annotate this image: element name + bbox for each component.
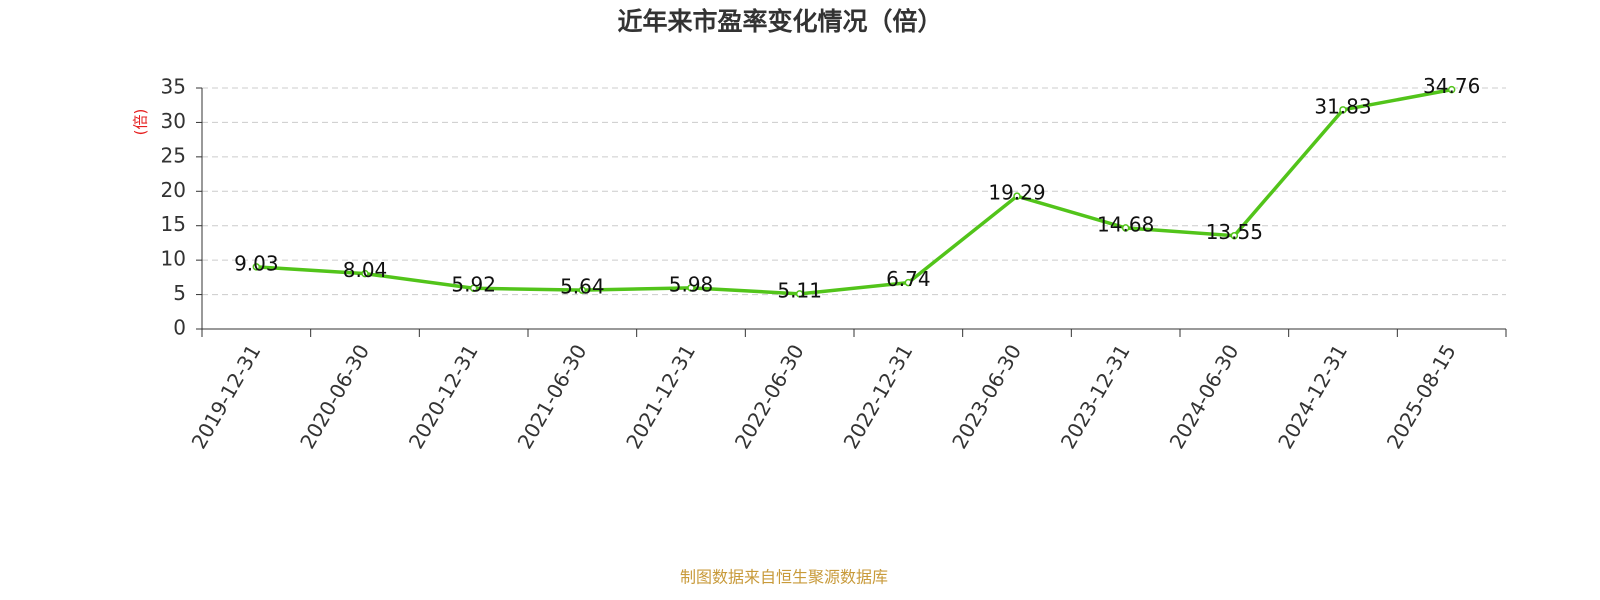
y-tick-label: 30 [161, 109, 186, 133]
point [1121, 224, 1130, 232]
data-label: 31.83 [1314, 94, 1371, 118]
x-tick-label: 2022-06-30 [730, 340, 809, 453]
x-tick-label: 2025-08-15 [1382, 340, 1461, 453]
data-label: 5.64 [560, 275, 605, 299]
point [904, 278, 913, 287]
data-label: 9.03 [234, 251, 279, 275]
y-tick-label: 5 [173, 281, 186, 305]
x-tick-label: 2024-06-30 [1165, 340, 1244, 453]
point [469, 284, 478, 292]
y-tick-label: 10 [161, 247, 186, 271]
x-tick-label: 2022-12-31 [839, 340, 918, 453]
point [1339, 106, 1347, 114]
y-tick-label: 35 [161, 75, 186, 99]
data-label: 8.04 [343, 258, 388, 282]
x-tick-label: 2021-06-30 [513, 340, 592, 453]
x-tick-label: 2023-06-30 [947, 340, 1026, 453]
y-tick-label: 0 [173, 316, 186, 340]
data-label: 5.11 [777, 278, 822, 302]
chart-title: 近年来市盈率变化情况（倍） [617, 7, 942, 36]
x-tick-label: 2021-12-31 [621, 340, 700, 453]
point [687, 284, 695, 292]
line [256, 87, 1452, 296]
y-axis-label: (倍) [132, 109, 150, 136]
y-tick-label: 15 [161, 212, 186, 236]
point [361, 269, 369, 278]
x-tick-label: 2020-06-30 [295, 340, 374, 453]
data-label: 5.92 [451, 273, 496, 297]
point [578, 286, 587, 294]
data-label: 34.76 [1423, 74, 1480, 98]
x-tick-label: 2019-12-31 [187, 340, 266, 453]
data-label: 13.55 [1206, 220, 1263, 244]
point [795, 290, 804, 298]
data-label: 6.74 [886, 267, 931, 291]
data-label: 14.68 [1097, 212, 1154, 236]
y-tick-label: 20 [161, 178, 186, 202]
point [252, 263, 261, 271]
x-tick-label: 2020-12-31 [404, 340, 483, 453]
point [1230, 231, 1239, 240]
point [1013, 192, 1021, 200]
y-tick-label: 25 [161, 143, 186, 167]
data-label: 5.98 [669, 272, 714, 296]
data-label: 19.29 [988, 181, 1045, 205]
source-note: 制图数据来自恒生聚源数据库 [680, 568, 888, 587]
x-tick-label: 2024-12-31 [1273, 340, 1352, 453]
x-tick-label: 2023-12-31 [1056, 340, 1135, 453]
point [1447, 85, 1456, 94]
